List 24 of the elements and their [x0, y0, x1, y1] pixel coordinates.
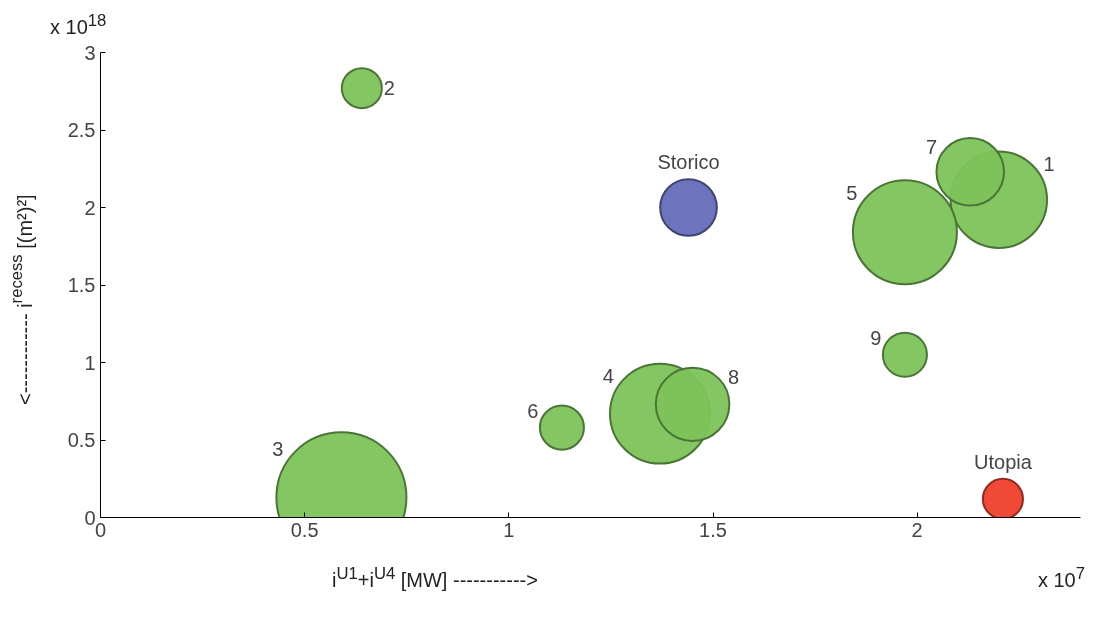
x-tick-label: 1 — [503, 518, 515, 541]
series-label: 1 — [1043, 152, 1055, 175]
series-label: 9 — [870, 327, 882, 350]
text: x 10$^{18}$ — [50, 10, 107, 40]
text: x 10$^{7}$ — [1037, 563, 1085, 593]
y-tick-label: 1 — [84, 351, 96, 374]
x-tick-label: 2 — [911, 518, 923, 541]
series-label: 7 — [926, 135, 938, 158]
y-tick-label: 1.5 — [67, 274, 96, 296]
y-tick-label: 2 — [84, 196, 96, 219]
x-tick-label: 1.5 — [699, 518, 727, 541]
series-label: 8 — [728, 365, 740, 388]
y-tick-label: 3 — [84, 41, 96, 64]
series-label: 4 — [602, 365, 614, 388]
y-tick-label: 2.5 — [67, 119, 96, 141]
series-label: Utopia — [974, 450, 1033, 473]
series-label: 6 — [527, 400, 539, 423]
series-label: 5 — [846, 182, 858, 205]
series-label: 3 — [272, 437, 284, 460]
series-label: Storico — [657, 151, 720, 174]
series-label: 2 — [383, 77, 395, 100]
x-tick-label: 0.5 — [290, 518, 319, 541]
x-axis-title: i$^{U1}$+i$^{U4}$ [MW] -----------> — [332, 563, 538, 593]
y-tick-label: 0.5 — [67, 429, 96, 451]
